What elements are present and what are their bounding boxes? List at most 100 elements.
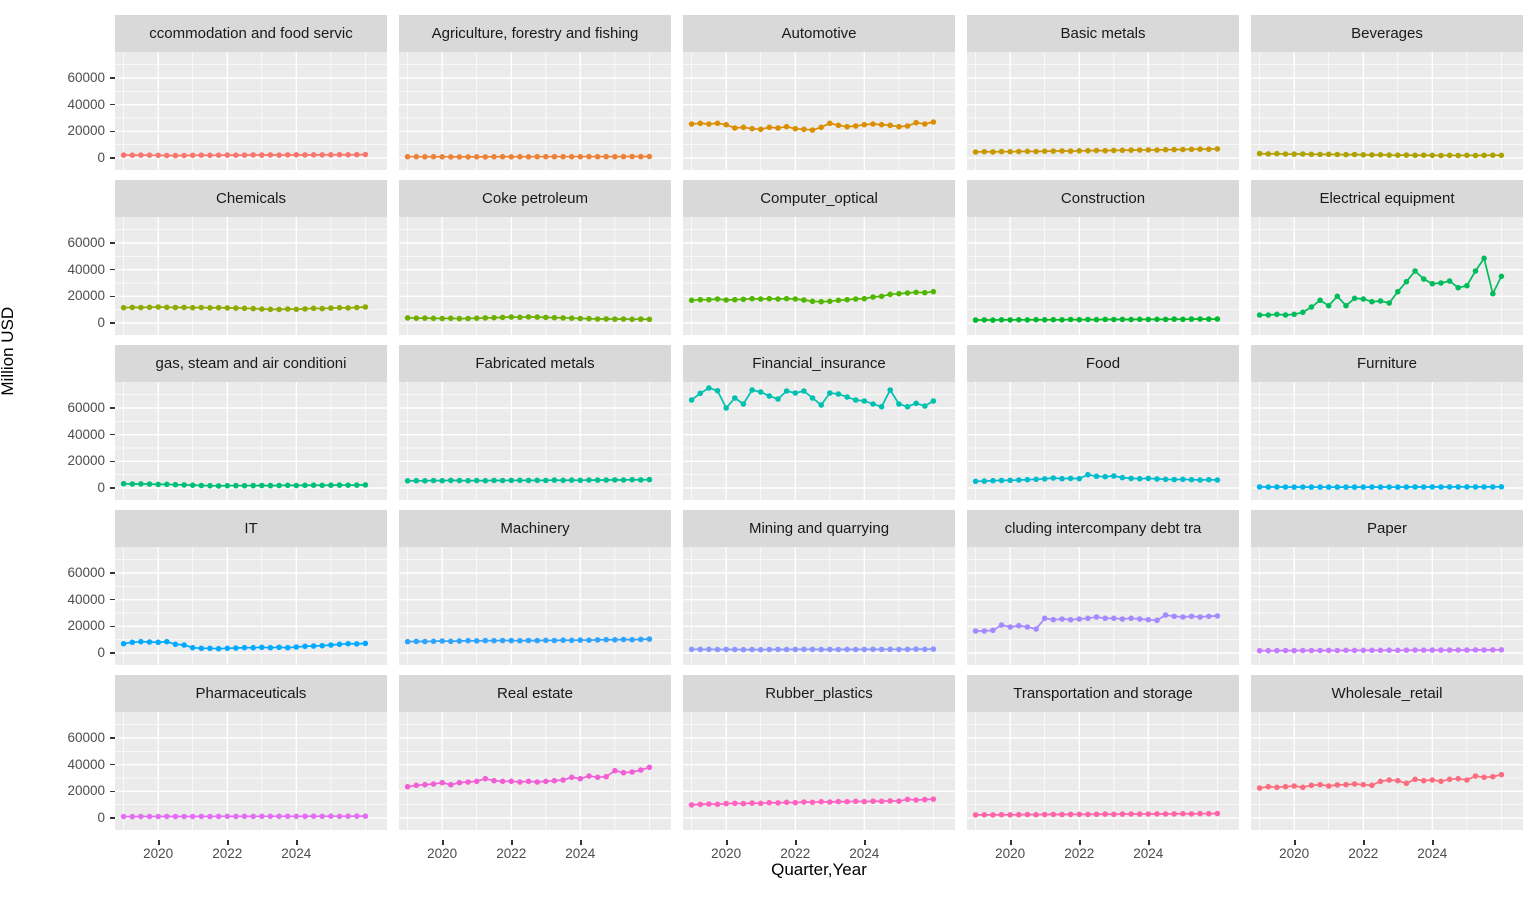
facet-panel	[967, 382, 1239, 500]
facet-panel	[115, 52, 387, 170]
x-tick-mark	[1079, 840, 1081, 845]
y-tick-label: 40000	[67, 96, 105, 112]
x-tick-mark	[227, 840, 229, 845]
y-tick-mark	[110, 268, 115, 271]
facet-panel	[399, 217, 671, 335]
facet-grid: 60000 40000 20000 0 ccommodation and food s…	[0, 15, 1533, 866]
facet-automotive: Automotive	[683, 15, 955, 170]
y-tick-mark	[110, 598, 115, 601]
facet-strip: Pharmaceuticals	[115, 675, 387, 712]
facet-title: Rubber_plastics	[765, 685, 873, 702]
facet-title: Coke petroleum	[482, 190, 588, 207]
facet-title: Furniture	[1356, 355, 1418, 372]
x-tick-mark	[580, 840, 582, 845]
x-tick-label: 2022	[1348, 846, 1379, 861]
facet-strip: Food	[967, 345, 1239, 382]
y-tick-mark	[110, 322, 115, 324]
facet-strip: Machinery	[399, 510, 671, 547]
y-tick-mark	[110, 433, 115, 436]
y-axis-gutter: 60000 40000 20000 0	[0, 180, 115, 335]
y-tick-mark	[110, 487, 115, 489]
y-tick-label: 20000	[67, 288, 105, 304]
x-axis-cell: 2020 2022 2024	[1251, 840, 1523, 866]
x-tick-mark	[1010, 840, 1012, 845]
facet-ccommodation-and-food-servic: ccommodation and food servic	[115, 15, 387, 170]
y-tick-mark	[110, 817, 115, 819]
x-tick-label: 2022	[496, 846, 527, 861]
y-tick-label: 40000	[67, 756, 105, 772]
y-tick-label: 60000	[67, 400, 105, 415]
x-tick-mark	[1294, 840, 1296, 845]
facet-panel	[1251, 712, 1523, 830]
facet-transportation-and-storage: Transportation and storage	[967, 675, 1239, 830]
facet-strip: Beverages	[1251, 15, 1523, 52]
facet-title: Financial_insurance	[752, 355, 886, 372]
y-tick-mark	[110, 242, 115, 244]
y-tick-label: 20000	[67, 123, 105, 139]
x-tick-mark	[864, 840, 866, 845]
x-tick-label: 2020	[1279, 846, 1310, 861]
facet-title: Fabricated metals	[475, 355, 595, 372]
facet-title: Computer_optical	[760, 190, 878, 207]
y-tick-mark	[110, 572, 115, 574]
facet-construction: Construction	[967, 180, 1239, 335]
x-axis-title: Quarter,Year	[771, 860, 867, 879]
y-tick-mark	[110, 77, 115, 79]
x-tick-mark	[511, 840, 513, 845]
facet-panel	[967, 52, 1239, 170]
x-tick-label: 2022	[212, 846, 243, 861]
facet-strip: Electrical equipment	[1251, 180, 1523, 217]
facet-strip: Paper	[1251, 510, 1523, 547]
facet-title: Basic metals	[1060, 25, 1146, 42]
facet-rubber-plastics: Rubber_plastics	[683, 675, 955, 830]
facet-strip: IT	[115, 510, 387, 547]
facet-strip: Automotive	[683, 15, 955, 52]
x-tick-mark	[726, 840, 728, 845]
facet-strip: Wholesale_retail	[1251, 675, 1523, 712]
facet-strip: Fabricated metals	[399, 345, 671, 382]
facet-strip: Construction	[967, 180, 1239, 217]
y-axis-gutter: 60000 40000 20000 0	[0, 675, 115, 830]
facet-title: Electrical equipment	[1319, 190, 1455, 207]
facet-strip: Mining and quarrying	[683, 510, 955, 547]
y-tick-label: 0	[97, 150, 105, 165]
y-tick-label: 60000	[67, 730, 105, 745]
facet-panel	[967, 712, 1239, 830]
y-tick-label: 40000	[67, 261, 105, 277]
facet-strip: cluding intercompany debt tra	[967, 510, 1239, 547]
facet-title: Agriculture, forestry and fishing	[431, 25, 639, 42]
facet-strip: gas, steam and air conditioni	[115, 345, 387, 382]
x-tick-mark	[158, 840, 160, 845]
y-tick-label: 0	[97, 480, 105, 495]
facet-title: Transportation and storage	[1013, 685, 1193, 702]
facet-pharmaceuticals: Pharmaceuticals	[115, 675, 387, 830]
y-tick-label: 60000	[67, 565, 105, 580]
facet-strip: Agriculture, forestry and fishing	[399, 15, 671, 52]
facet-coke-petroleum: Coke petroleum	[399, 180, 671, 335]
x-tick-mark	[1363, 840, 1365, 845]
facet-panel	[683, 547, 955, 665]
facet-agriculture-forestry-and-fishing: Agriculture, forestry and fishing	[399, 15, 671, 170]
x-tick-label: 2024	[281, 846, 312, 861]
y-tick-label: 60000	[67, 70, 105, 85]
x-tick-label: 2024	[1417, 846, 1448, 861]
facet-panel	[1251, 52, 1523, 170]
facet-furniture: Furniture	[1251, 345, 1523, 500]
facet-gas-steam-and-air-conditioni: gas, steam and air conditioni	[115, 345, 387, 500]
facet-electrical-equipment: Electrical equipment	[1251, 180, 1523, 335]
y-tick-mark	[110, 737, 115, 739]
x-axis-cell: 2020 2022 2024	[683, 840, 955, 866]
facet-panel	[683, 382, 955, 500]
facet-strip: Coke petroleum	[399, 180, 671, 217]
y-tick-mark	[110, 625, 115, 628]
facet-panel	[683, 712, 955, 830]
facet-panel	[1251, 217, 1523, 335]
facet-title: Machinery	[500, 520, 570, 537]
facet-title: gas, steam and air conditioni	[155, 355, 347, 372]
x-tick-mark	[442, 840, 444, 845]
y-axis-gutter: 60000 40000 20000 0	[0, 345, 115, 500]
facet-row: 60000 40000 20000 0 IT Machinery Mining and…	[0, 510, 1533, 665]
facet-title: Mining and quarrying	[748, 520, 890, 537]
facet-title: IT	[244, 520, 258, 537]
facet-strip: Real estate	[399, 675, 671, 712]
